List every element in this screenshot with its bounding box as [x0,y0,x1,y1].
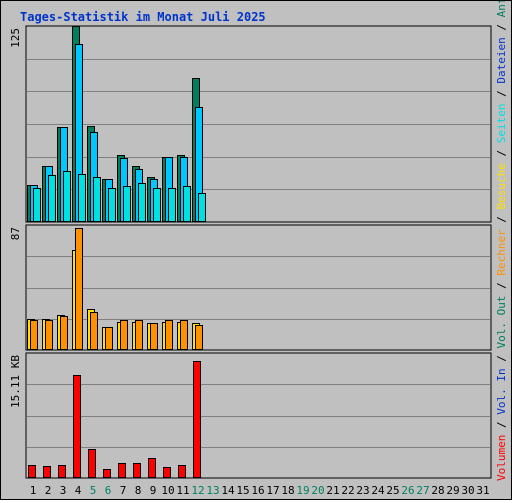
x-tick-label-27: 27 [416,484,429,497]
visits-bar-rechner-day-2 [45,320,53,350]
x-tick-label-8: 8 [135,484,142,497]
visits-panel: 87 [9,224,492,351]
x-tick-label-19: 19 [296,484,309,497]
hits-bar-seiten-day-8 [138,183,146,222]
visits-bar-rechner-day-5 [90,312,98,350]
legend-entry: Anfragen [495,1,508,17]
hits-bar-seiten-day-10 [168,188,176,222]
x-tick-label-25: 25 [386,484,399,497]
x-tick-label-11: 11 [176,484,189,497]
x-tick-label-3: 3 [60,484,67,497]
legend-entry: / [495,17,508,37]
visits-bar-rechner-day-12 [195,325,203,350]
volume-bar-volumen-day-8 [133,463,141,478]
hits-bar-seiten-day-1 [33,188,41,222]
visits-bar-rechner-day-9 [150,323,158,350]
legend-entry: / [495,143,508,163]
legend-entry: Vol. In [495,368,508,414]
x-tick-label-30: 30 [461,484,474,497]
hits-bar-seiten-day-4 [78,174,86,222]
x-tick-label-12: 12 [191,484,204,497]
legend-entry: / [495,349,508,369]
legend-entry: Seiten [495,103,508,143]
x-tick-label-24: 24 [371,484,385,497]
legend-entry: / [495,209,508,229]
volume-y-max-label: 15.11 KB [9,355,22,408]
visits-bar-rechner-day-6 [105,327,113,350]
legend-entry: / [495,84,508,104]
volume-bar-volumen-day-12 [193,361,201,478]
x-tick-label-7: 7 [120,484,127,497]
hits-bar-seiten-day-6 [108,188,116,222]
volume-bar-volumen-day-7 [118,463,126,478]
x-tick-label-16: 16 [251,484,264,497]
volume-bar-volumen-day-4 [73,375,81,478]
x-tick-label-18: 18 [281,484,294,497]
volume-bar-volumen-day-10 [163,467,171,478]
volume-bar-volumen-day-3 [58,465,66,478]
hits-bar-seiten-day-9 [153,188,161,222]
volume-panel-frame [25,352,492,479]
hits-bar-seiten-day-12 [198,193,206,222]
visits-bar-rechner-day-4 [75,228,83,350]
legend-entry: Vol. Out [495,296,508,349]
x-tick-label-31: 31 [476,484,489,497]
chart-panels: 125 87 15.11 KB [9,25,492,479]
visits-bar-rechner-day-11 [180,320,188,350]
x-tick-label-2: 2 [45,484,52,497]
legend-entry: Dateien [495,37,508,83]
x-tick-label-28: 28 [431,484,444,497]
hits-bar-seiten-day-5 [93,177,101,222]
visits-bar-rechner-day-3 [60,316,68,350]
legend-entry: Volumen [495,435,508,481]
legend-text: Volumen / Vol. In / Vol. Out / Rechner /… [495,1,508,481]
x-tick-label-15: 15 [236,484,249,497]
x-axis-day-labels: 1 2 3 4 5 6 7 8 9 10 11 12 13 14 15 16 17 18 19 20 21 22 23 24 2… [30,484,490,497]
x-tick-label-5: 5 [90,484,97,497]
hits-bar-seiten-day-11 [183,186,191,222]
right-legend: Volumen / Vol. In / Vol. Out / Rechner /… [495,0,508,481]
x-tick-label-29: 29 [446,484,459,497]
x-tick-label-1: 1 [30,484,37,497]
x-tick-label-13: 13 [206,484,219,497]
hits-bar-seiten-day-7 [123,186,131,222]
x-tick-label-10: 10 [161,484,174,497]
chart-title: Tages-Statistik im Monat Juli 2025 [20,10,266,24]
x-tick-label-26: 26 [401,484,414,497]
volume-bar-volumen-day-2 [43,466,51,478]
volume-bar-volumen-day-5 [88,449,96,478]
x-tick-label-17: 17 [266,484,279,497]
legend-entry: Rechner [495,229,508,276]
legend-entry: Besuche [495,163,508,209]
visits-bar-rechner-day-10 [165,320,173,350]
hits-bar-seiten-day-2 [48,175,56,222]
volume-bar-volumen-day-6 [103,469,111,478]
x-tick-label-21: 21 [326,484,339,497]
hits-y-max-label: 125 [9,28,22,48]
x-tick-label-6: 6 [105,484,112,497]
x-tick-label-22: 22 [341,484,354,497]
x-tick-label-23: 23 [356,484,369,497]
visits-y-max-label: 87 [9,227,22,240]
legend-entry: / [495,415,508,435]
x-tick-label-20: 20 [311,484,324,497]
visits-bar-rechner-day-1 [30,320,38,350]
volume-bar-volumen-day-9 [148,458,156,478]
x-tick-label-9: 9 [150,484,157,497]
visits-bar-rechner-day-8 [135,320,143,350]
legend-entry: / [495,276,508,296]
volume-bar-volumen-day-11 [178,465,186,478]
hits-panel: 125 [9,25,492,223]
volume-panel: 15.11 KB [9,352,492,479]
x-tick-label-4: 4 [75,484,82,497]
x-tick-label-14: 14 [221,484,235,497]
visits-bar-rechner-day-7 [120,320,128,350]
hits-bar-seiten-day-3 [63,171,71,222]
volume-bar-volumen-day-1 [28,465,36,478]
